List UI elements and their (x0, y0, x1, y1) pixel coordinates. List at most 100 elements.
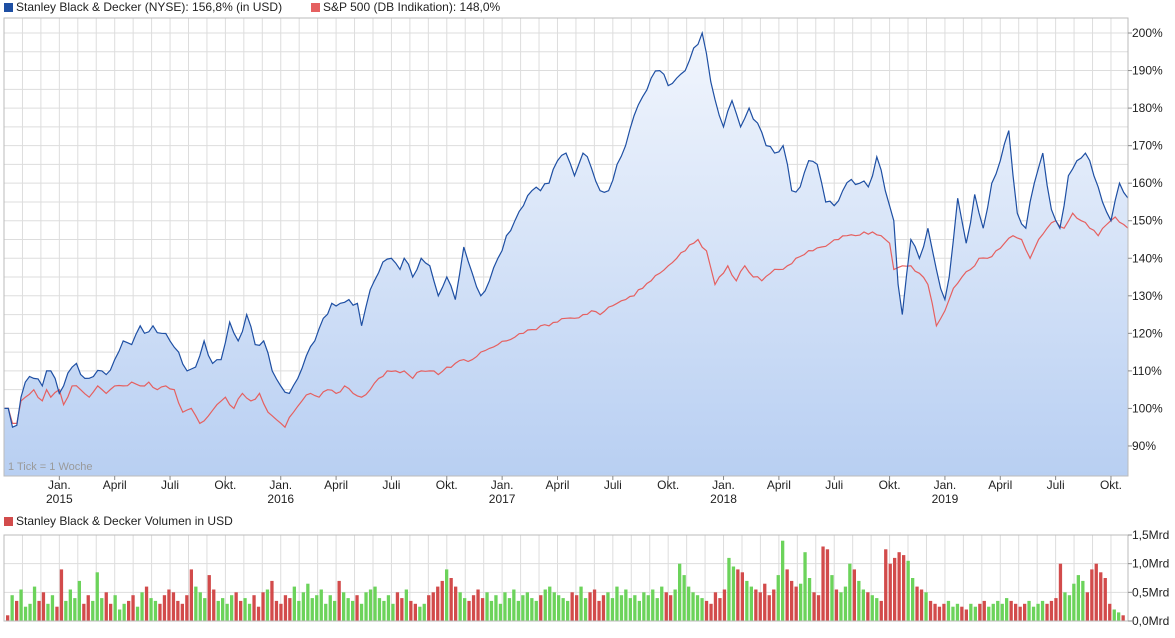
x-tick-label: Okt. (1100, 478, 1122, 492)
volume-bar (239, 600, 243, 621)
volume-bar (342, 592, 346, 621)
x-tick-label: Okt. (657, 478, 679, 492)
y-tick-label: 110% (1132, 364, 1162, 378)
volume-bar (225, 603, 229, 621)
volume-bar (964, 609, 968, 621)
volume-bar (745, 580, 749, 621)
x-tick-label: April (767, 478, 791, 492)
volume-bar (1067, 595, 1072, 621)
volume-bar (77, 580, 81, 621)
volume-bar (1014, 603, 1018, 621)
volume-bar (41, 592, 46, 621)
volume-bar (906, 560, 910, 621)
volume-bar (552, 592, 556, 621)
y-tick-label: 150% (1132, 214, 1163, 228)
volume-bar (454, 586, 458, 621)
volume-bar (194, 586, 198, 621)
volume-bar (660, 586, 664, 621)
volume-bar (561, 598, 565, 621)
volume-bar (548, 586, 552, 621)
volume-bar (91, 600, 95, 621)
volume-bar (203, 598, 207, 621)
volume-bar (109, 603, 113, 621)
x-tick-label: Jan. (712, 478, 735, 492)
volume-bar (619, 595, 624, 621)
volume-bar (315, 595, 319, 621)
x-tick-label: Jan. (491, 478, 514, 492)
volume-bar (834, 589, 839, 621)
volume-plot-frame (3, 534, 1129, 622)
volume-bar (328, 595, 332, 621)
volume-bar (758, 592, 762, 621)
volume-bar (319, 589, 323, 621)
volume-bar (530, 598, 534, 621)
volume-bar (799, 583, 803, 621)
volume-bar (333, 600, 337, 621)
legend-swatch-index (311, 3, 320, 12)
stock-line (4, 30, 1129, 429)
volume-bar (73, 598, 77, 621)
x-tick-label: Okt. (436, 478, 458, 492)
x-year-label: 2016 (267, 492, 294, 506)
volume-bar (736, 569, 740, 621)
volume-bar (216, 600, 220, 621)
volume-bar (704, 600, 709, 621)
volume-bar (310, 598, 314, 621)
volume-bar (1049, 600, 1054, 621)
volume-bar (991, 603, 995, 621)
volume-bar (709, 603, 713, 621)
volume-bar (566, 600, 570, 621)
volume-bar (386, 595, 391, 621)
tick-note: 1 Tick = 1 Woche (8, 461, 92, 473)
volume-bar (597, 600, 601, 621)
volume-bar (1040, 600, 1045, 621)
volume-bar (767, 595, 771, 621)
volume-bar (606, 592, 610, 621)
volume-bar (373, 586, 377, 621)
volume-bar (1081, 580, 1085, 621)
volume-bar (879, 600, 883, 621)
volume-bar (288, 598, 292, 621)
volume-bar (162, 595, 167, 621)
volume-bar (583, 598, 588, 621)
y-tick-label: 120% (1132, 326, 1163, 340)
volume-bar (713, 592, 718, 621)
x-year-label: 2015 (46, 492, 73, 506)
volume-bar (928, 600, 933, 621)
volume-bar (803, 552, 807, 621)
volume-bar (32, 586, 37, 621)
volume-bar (458, 592, 462, 621)
volume-bar (516, 600, 520, 621)
volume-bar (158, 603, 162, 621)
volume-bar (1117, 612, 1121, 621)
volume-bar (543, 589, 547, 621)
volume-bar (812, 592, 816, 621)
x-tick-label: April (545, 478, 569, 492)
volume-bar (646, 595, 650, 621)
volume-bar (118, 609, 122, 621)
volume-bar (480, 598, 485, 621)
volume-bar (440, 580, 444, 621)
volume-bar (951, 606, 955, 621)
x-tick-label: Juli (604, 478, 622, 492)
volume-bar (776, 575, 780, 621)
volume-bar (140, 592, 144, 621)
volume-bar (1023, 603, 1027, 621)
volume-bar (351, 600, 355, 621)
volume-bar (476, 589, 480, 621)
volume-bar (355, 595, 359, 621)
volume-bar (763, 583, 767, 621)
volume-bar (395, 592, 400, 621)
volume-bar (655, 598, 659, 621)
volume-bar (1045, 603, 1049, 621)
volume-bar (875, 598, 879, 621)
x-tick-label: April (324, 478, 348, 492)
volume-bar (839, 592, 843, 621)
volume-y-axis: 0,0Mrd 0,5Mrd 1,0Mrd 1,5Mrd (1128, 528, 1169, 628)
vol-y-tick-label: 0,0Mrd (1132, 614, 1169, 628)
volume-bar (893, 557, 897, 621)
vol-y-tick-label: 1,0Mrd (1132, 557, 1169, 571)
volume-bar (785, 569, 789, 621)
y-tick-label: 200% (1132, 26, 1163, 40)
